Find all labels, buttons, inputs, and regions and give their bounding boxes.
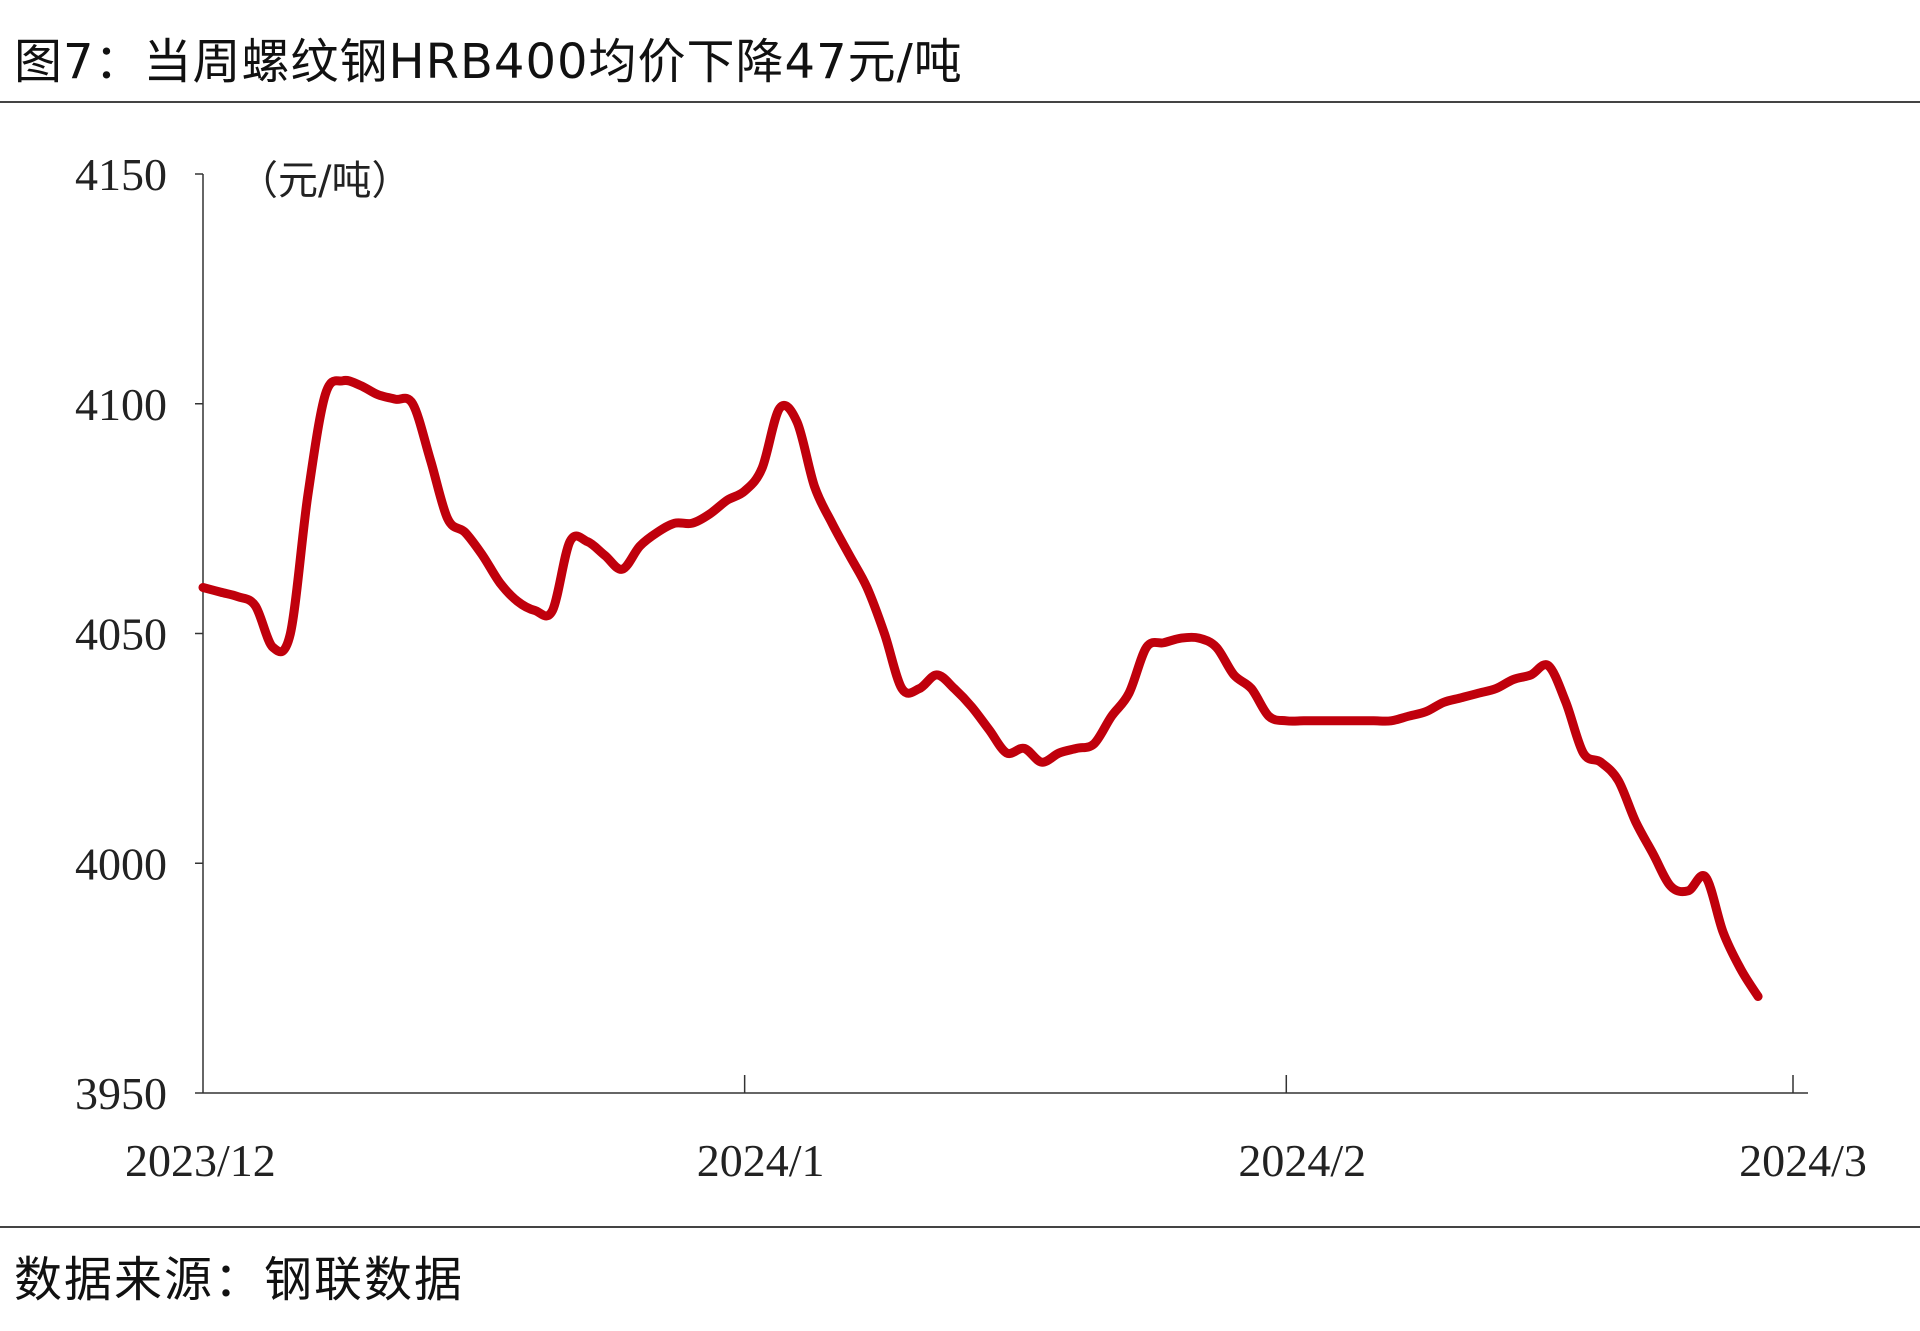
y-tick-label: 4000 <box>75 838 167 889</box>
x-tick-label: 2024/3 <box>1739 1135 1867 1186</box>
axes <box>202 174 1808 1094</box>
line-chart: 3950 4000 4050 4100 4150 2023/12 2024/1 2024/2… <box>75 149 1867 1186</box>
unit-label: （元/吨） <box>238 158 411 204</box>
y-ticks: 3950 4000 4050 4100 4150 <box>75 149 203 1119</box>
x-tick-label: 2024/2 <box>1238 1135 1366 1186</box>
top-rule <box>0 101 1920 103</box>
x-tick-label: 2024/1 <box>697 1135 825 1186</box>
x-ticks: 2023/12 2024/1 2024/2 2024/3 <box>125 1075 1867 1186</box>
x-tick-label: 2023/12 <box>125 1135 276 1186</box>
y-tick-label: 4100 <box>75 379 167 430</box>
y-tick-label: 4050 <box>75 609 167 660</box>
series-group <box>198 375 1763 1001</box>
bottom-rule <box>0 1226 1920 1228</box>
y-tick-label: 4150 <box>75 149 167 200</box>
source-note: 数据来源：钢联数据 <box>14 1252 465 1308</box>
figure-title: 图7：当周螺纹钢HRB400均价下降47元/吨 <box>14 34 963 90</box>
y-tick-label: 3950 <box>75 1068 167 1119</box>
series-line <box>198 375 1763 1001</box>
